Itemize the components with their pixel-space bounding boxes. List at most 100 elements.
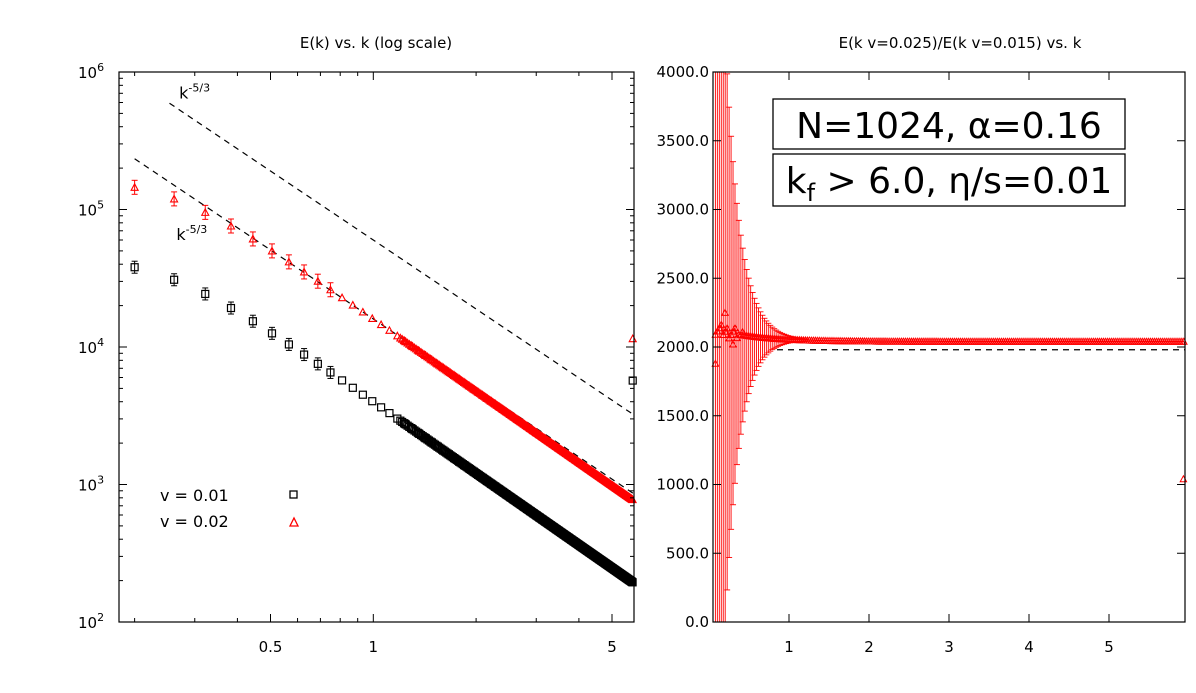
data-point-v002	[484, 394, 493, 403]
data-point-v001	[201, 289, 210, 299]
left-series-v001	[130, 260, 637, 587]
annotation-params-2: kf > 6.0, η/s=0.01	[786, 161, 1113, 207]
right-chart-title: E(k v=0.025)/E(k v=0.015) vs. k	[839, 34, 1082, 52]
data-point-v002	[385, 325, 394, 334]
data-point-v002	[408, 341, 418, 351]
left-reference-labels: k-5/3 k-5/3	[176, 82, 210, 244]
left-x-axis: 0.5 1 5	[134, 72, 617, 656]
ratio-data-point	[711, 359, 720, 367]
data-point-v002	[416, 347, 426, 356]
right-y-tick-label: 2000.0	[657, 338, 710, 356]
data-point-v001	[377, 403, 386, 412]
ratio-data-point	[717, 320, 726, 328]
annotation-box: N=1024, α=0.16 kf > 6.0, η/s=0.01	[772, 98, 1126, 207]
data-point-v002	[200, 207, 210, 216]
data-point-v001	[284, 340, 293, 349]
data-point-v002	[267, 246, 277, 255]
reference-label-k-5-3: k-5/3	[176, 223, 207, 244]
left-x-tick-label: 5	[607, 638, 617, 656]
legend-marker-square	[289, 490, 298, 499]
reference-line-k-5-3	[169, 102, 635, 416]
data-point-v002	[483, 393, 492, 403]
data-point-v002	[326, 285, 335, 294]
right-x-axis: 1 2 3 4 5	[784, 72, 1114, 656]
legend-label-v001: v = 0.01	[160, 486, 229, 505]
data-point-v001	[226, 303, 236, 313]
right-y-tick-label: 3500.0	[657, 132, 710, 150]
data-point-v001	[368, 397, 377, 406]
data-point-v002	[376, 319, 386, 329]
data-point-v002	[348, 300, 358, 309]
data-point-v002-edge	[628, 333, 638, 343]
right-x-tick-label: 1	[784, 638, 794, 656]
data-point-v001	[313, 359, 322, 368]
annotation-box-top	[772, 98, 1126, 150]
left-reference-lines	[134, 102, 635, 495]
ratio-data-point-edge	[1179, 474, 1188, 483]
data-point-v002	[130, 182, 140, 191]
data-point-v002	[397, 334, 407, 343]
ratio-data-point	[730, 323, 740, 332]
data-point-v001	[348, 383, 357, 392]
right-y-tick-label: 2500.0	[657, 269, 710, 287]
data-point-v002	[411, 344, 421, 353]
legend-label-v002: v = 0.02	[160, 512, 229, 531]
right-y-tick-label: 500.0	[666, 544, 709, 562]
data-point-v002	[485, 395, 494, 404]
left-y-tick-label: 104	[78, 336, 104, 357]
left-chart: E(k) vs. k (log scale) k-5/3k-5/3 0.5 1 5 …	[78, 34, 638, 656]
data-point-v002	[413, 345, 423, 354]
data-point-v002	[248, 234, 258, 243]
left-series-v002	[130, 179, 638, 504]
left-y-tick-label: 105	[78, 199, 104, 220]
left-y-tick-label: 103	[78, 474, 104, 495]
right-y-axis: 0.0 500.0 1000.0 1500.0 2000.0 2500.0 3000.0 35…	[657, 63, 1185, 631]
right-y-tick-label: 1000.0	[657, 476, 710, 494]
annotation-params-1: N=1024, α=0.16	[796, 106, 1102, 147]
data-point-v001	[248, 317, 257, 326]
right-y-tick-label: 1500.0	[657, 407, 710, 425]
legend-marker-triangle	[288, 516, 300, 527]
data-point-v002	[169, 194, 179, 203]
data-point-v002	[410, 343, 419, 352]
data-point-v002	[406, 340, 416, 349]
data-point-v002	[337, 293, 347, 302]
data-point-v001	[130, 263, 139, 272]
left-y-tick-label: 106	[78, 61, 104, 82]
data-point-v002	[313, 276, 323, 285]
left-x-tick-label: 1	[369, 638, 379, 656]
annotation-box-bottom	[772, 153, 1126, 207]
right-x-tick-label: 5	[1104, 638, 1114, 656]
data-point-v002	[415, 346, 424, 355]
data-point-v002	[367, 313, 377, 323]
left-y-axis: 102 103 104 105 106	[78, 61, 634, 632]
data-point-v002	[482, 393, 491, 402]
ratio-data-point	[720, 308, 730, 316]
data-point-v001	[628, 578, 637, 587]
data-point-v002	[395, 333, 405, 342]
data-point-v002	[299, 267, 309, 276]
ratio-data-point	[723, 323, 732, 332]
data-point-v001	[299, 350, 309, 359]
data-point-v002	[479, 391, 489, 400]
data-point-v002	[424, 353, 434, 362]
left-plot-frame	[118, 71, 635, 623]
data-point-v001	[326, 368, 335, 377]
left-chart-title: E(k) vs. k (log scale)	[300, 34, 452, 52]
data-point-v001	[170, 275, 179, 284]
data-point-v002	[419, 349, 429, 359]
right-y-tick-label: 0.0	[685, 613, 709, 631]
data-point-v002	[284, 257, 294, 266]
right-chart: E(k v=0.025)/E(k v=0.015) vs. k 1 2 3 4 5 0.…	[657, 34, 1188, 656]
data-point-v002	[403, 338, 413, 347]
data-point-v001	[358, 390, 367, 399]
data-point-v001	[337, 376, 347, 385]
data-point-v002	[418, 348, 428, 357]
data-point-v002	[358, 307, 368, 316]
ratio-data-point	[738, 327, 747, 336]
data-point-v001	[267, 329, 277, 338]
data-point-v002	[404, 339, 414, 348]
reference-label-k-5-3: k-5/3	[179, 82, 210, 103]
ratio-data-point	[728, 339, 738, 348]
data-point-v002	[401, 337, 411, 346]
